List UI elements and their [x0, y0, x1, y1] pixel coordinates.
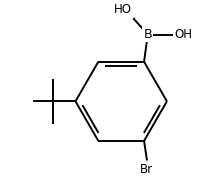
Text: B: B — [143, 28, 152, 41]
Text: HO: HO — [114, 3, 132, 16]
Text: OH: OH — [174, 28, 192, 41]
Text: Br: Br — [140, 163, 153, 176]
